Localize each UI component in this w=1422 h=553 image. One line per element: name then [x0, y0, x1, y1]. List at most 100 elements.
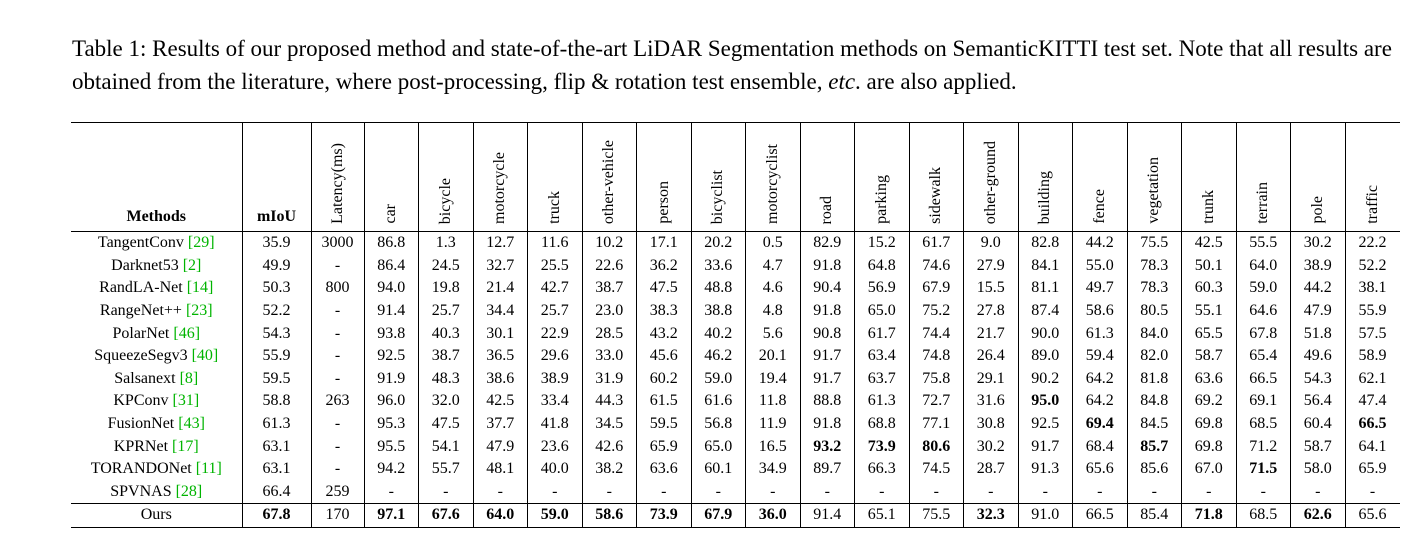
citation-link[interactable]: [40] — [191, 347, 219, 365]
header-class-fence: fence — [1072, 122, 1127, 232]
class-iou-cell: 33.6 — [690, 254, 746, 278]
class-iou-cell: 38.1 — [1344, 277, 1400, 300]
class-iou-cell: 59.0 — [690, 367, 746, 391]
class-iou-cell: 38.7 — [418, 344, 473, 368]
class-iou-cell: 64.1 — [1344, 435, 1400, 458]
citation-link[interactable]: [28] — [175, 482, 203, 500]
citation-link[interactable]: [46] — [173, 324, 201, 342]
class-iou-cell: 62.1 — [1344, 367, 1400, 391]
miou-cell: 35.9 — [241, 231, 311, 255]
method-name: RandLA-Net — [99, 279, 187, 297]
class-iou-cell: 40.2 — [690, 322, 746, 345]
results-table: Methods mIoU Latency(ms) car bicycle motor… — [71, 122, 1400, 528]
header-class-motorcyclist: motorcyclist — [745, 122, 800, 232]
header-miou: mIoU — [241, 122, 311, 232]
class-iou-cell: 61.3 — [854, 390, 909, 413]
class-iou-cell: 59.5 — [636, 412, 691, 436]
citation-link[interactable]: [43] — [178, 415, 205, 433]
class-iou-cell: - — [799, 480, 855, 505]
class-iou-cell: 64.6 — [1235, 299, 1291, 323]
class-iou-cell: 64.2 — [1072, 390, 1127, 413]
class-iou-cell: 56.8 — [690, 412, 746, 436]
class-iou-cell: - — [581, 480, 637, 505]
header-methods: Methods — [71, 122, 242, 232]
citation-link[interactable]: [31] — [172, 392, 200, 410]
class-iou-cell: 20.1 — [745, 344, 800, 368]
method-name: TORANDONet — [90, 460, 196, 478]
citation-link[interactable]: [14] — [186, 279, 214, 297]
class-iou-cell: 11.6 — [527, 231, 582, 255]
class-iou-cell: 64.0 — [1235, 254, 1291, 278]
header-class-label: car — [382, 204, 400, 224]
class-iou-cell: 9.0 — [963, 231, 1018, 255]
class-iou-cell: 82.9 — [799, 231, 855, 255]
citation-link[interactable]: [29] — [187, 234, 215, 252]
class-iou-cell: 64.0 — [472, 503, 528, 528]
citation-link[interactable]: [23] — [185, 302, 213, 320]
class-iou-cell: 32.0 — [418, 390, 473, 413]
class-iou-cell: 62.6 — [1290, 503, 1345, 528]
class-iou-cell: 81.1 — [1017, 277, 1073, 300]
method-cell: TangentConv [29] — [71, 232, 242, 255]
header-class-label: traffic — [1363, 185, 1381, 224]
header-latency-label: Latency(ms) — [328, 143, 346, 224]
class-iou-cell: 34.5 — [581, 412, 637, 436]
class-iou-cell: 43.2 — [636, 322, 691, 345]
class-iou-cell: 58.0 — [1290, 457, 1345, 481]
class-iou-cell: 95.0 — [1017, 390, 1073, 413]
header-class-label: person — [654, 181, 672, 224]
citation-link[interactable]: [8] — [179, 369, 199, 387]
method-name: Ours — [140, 506, 172, 524]
class-iou-cell: 50.1 — [1181, 254, 1236, 278]
class-iou-cell: 88.8 — [799, 390, 855, 413]
class-iou-cell: 63.6 — [636, 457, 691, 481]
class-iou-cell: 74.4 — [908, 322, 964, 345]
class-iou-cell: 58.6 — [1072, 299, 1127, 323]
class-iou-cell: 48.8 — [690, 277, 746, 300]
class-iou-cell: 67.6 — [418, 503, 473, 528]
header-class-sidewalk: sidewalk — [908, 122, 964, 232]
table-row: TORANDONet [11] 63.1-94.2 55.7 48.1 40.0 38.2… — [71, 457, 1400, 481]
class-iou-cell: - — [1344, 480, 1400, 505]
class-iou-cell: 71.2 — [1235, 435, 1291, 458]
header-class-label: bicyclist — [709, 169, 727, 224]
header-class-label: parking — [872, 175, 890, 224]
citation-link[interactable]: [17] — [172, 437, 199, 455]
latency-cell: - — [310, 435, 364, 458]
class-iou-cell: 42.5 — [1181, 231, 1236, 255]
class-iou-cell: 60.4 — [1290, 412, 1345, 436]
class-iou-cell: 28.5 — [581, 322, 637, 345]
class-iou-cell: 34.9 — [745, 457, 800, 481]
class-iou-cell: 44.3 — [581, 390, 637, 413]
class-iou-cell: 38.3 — [636, 299, 691, 323]
class-iou-cell: 21.7 — [963, 322, 1018, 345]
latency-cell: 170 — [310, 503, 364, 528]
miou-cell: 63.1 — [241, 435, 311, 458]
class-iou-cell: 75.8 — [908, 367, 964, 391]
class-iou-cell: 84.0 — [1126, 322, 1182, 345]
class-iou-cell: 61.5 — [636, 390, 691, 413]
class-iou-cell: 60.1 — [690, 457, 746, 481]
class-iou-cell: 92.5 — [363, 344, 419, 368]
class-iou-cell: 91.4 — [799, 503, 855, 528]
table-row: KPRNet [17] 63.1-95.5 54.1 47.9 23.6 42.6 65.9… — [71, 435, 1400, 458]
miou-cell: 67.8 — [241, 503, 311, 528]
ours-row: Ours 67.8 170 97.1 67.6 64.0 59.0 58.6 73.9 67.9 3… — [71, 503, 1400, 528]
class-iou-cell: 82.8 — [1017, 231, 1073, 255]
class-iou-cell: 64.8 — [854, 254, 909, 278]
latency-cell: - — [310, 254, 364, 278]
class-iou-cell: 65.9 — [1344, 457, 1400, 481]
class-iou-cell: - — [963, 480, 1018, 505]
class-iou-cell: 25.5 — [527, 254, 582, 278]
class-iou-cell: 69.1 — [1235, 390, 1291, 413]
citation-link[interactable]: [2] — [182, 256, 202, 274]
class-iou-cell: 42.7 — [527, 277, 582, 300]
class-iou-cell: 65.4 — [1235, 344, 1291, 368]
class-iou-cell: 24.5 — [418, 254, 473, 278]
class-iou-cell: 64.2 — [1072, 367, 1127, 391]
class-iou-cell: - — [1290, 480, 1345, 505]
class-iou-cell: 36.5 — [472, 344, 528, 368]
header-class-car: car — [363, 122, 419, 232]
citation-link[interactable]: [11] — [195, 460, 222, 478]
class-iou-cell: - — [363, 480, 419, 505]
